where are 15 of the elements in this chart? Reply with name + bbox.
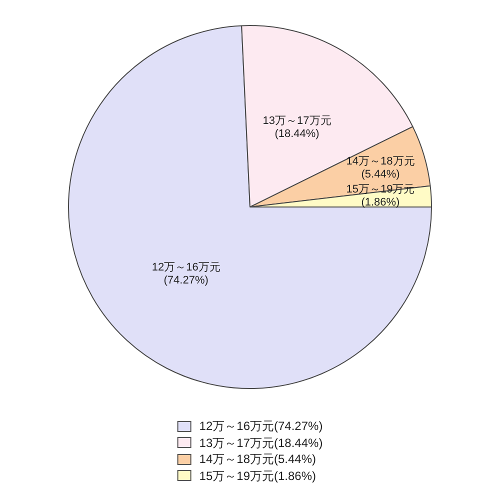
data-label: (74.27%) xyxy=(164,274,208,286)
slice-label: 14万～18万元 xyxy=(346,156,415,168)
text: (5.44%) xyxy=(274,452,316,466)
data-label: (5.44%) xyxy=(361,168,400,181)
text: (1.86%) xyxy=(274,468,316,483)
legend-label: 14万～18万元 xyxy=(199,451,274,468)
data-label: (18.44%) xyxy=(274,128,320,140)
legend-label: 13万～17万元 xyxy=(199,434,274,451)
slice-label: 13万～17万元 xyxy=(262,114,332,127)
legend-label: 15万～19万元 xyxy=(199,468,274,484)
data-label: (1.86%) xyxy=(361,196,400,209)
legend-label: 12万～16万元 xyxy=(199,418,274,434)
text: (18.44%) xyxy=(274,436,323,450)
text: (74.27%) xyxy=(274,419,323,434)
slice-label: 12万～16万元 xyxy=(152,261,220,274)
